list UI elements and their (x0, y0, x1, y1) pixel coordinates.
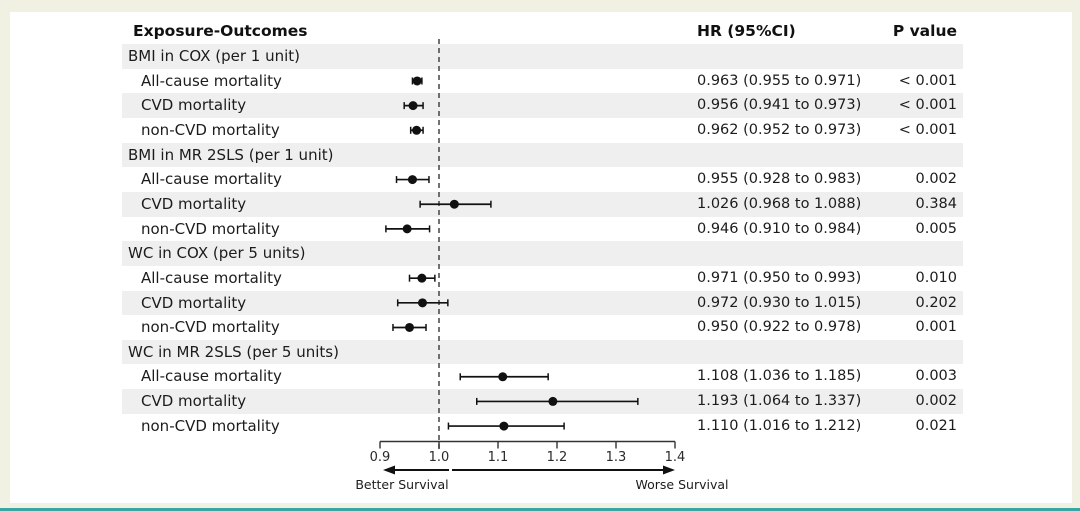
hr-ci-value: 0.963 (0.955 to 0.971) (697, 72, 862, 89)
hr-ci-value: 0.972 (0.930 to 1.015) (697, 294, 862, 311)
row-stripe (122, 191, 963, 217)
point-estimate (548, 396, 558, 406)
outcome-label: All-cause mortality (141, 367, 282, 386)
point-estimate (405, 322, 414, 332)
p-value: 0.003 (915, 368, 957, 385)
p-value: < 0.001 (898, 72, 957, 89)
point-estimate (412, 76, 422, 86)
outcome-label: non-CVD mortality (141, 318, 280, 337)
bottom-accent-bar (0, 508, 1080, 511)
p-value: < 0.001 (898, 97, 957, 114)
row-stripe (122, 241, 963, 266)
hr-ci-value: 0.946 (0.910 to 0.984) (697, 220, 862, 237)
worse-survival-label: Worse Survival (635, 477, 729, 492)
hr-ci-value: 1.108 (1.036 to 1.185) (697, 368, 862, 385)
point-estimate (417, 298, 427, 308)
hr-ci-value: 0.955 (0.928 to 0.983) (697, 171, 862, 188)
row-stripe (122, 44, 963, 69)
group-label: WC in MR 2SLS (per 5 units) (128, 342, 339, 361)
outcome-label: CVD mortality (141, 194, 247, 213)
group-label: BMI in COX (per 1 unit) (128, 47, 300, 65)
point-estimate (449, 199, 459, 209)
p-value: 0.202 (915, 294, 957, 311)
p-value: 0.002 (915, 393, 957, 410)
column-header-p-value: P value (892, 22, 957, 40)
p-value: 0.001 (915, 319, 957, 336)
outcome-label: All-cause mortality (141, 268, 282, 287)
outcome-label: CVD mortality (141, 392, 247, 411)
row-stripe (122, 142, 963, 168)
axis-tick-label: 0.9 (369, 450, 391, 465)
hr-ci-value: 0.962 (0.952 to 0.973) (697, 121, 862, 138)
column-header-hr-ci: HR (95%CI) (697, 22, 796, 40)
hr-ci-value: 1.193 (1.064 to 1.337) (697, 393, 862, 410)
axis-tick-label: 1.3 (605, 450, 627, 465)
outcome-label: non-CVD mortality (141, 219, 280, 238)
point-estimate (498, 372, 508, 382)
outcome-label: CVD mortality (141, 96, 247, 115)
better-survival-label: Better Survival (355, 477, 449, 492)
worse-survival-arrow-head (663, 465, 675, 475)
hr-ci-value: 1.026 (0.968 to 1.088) (697, 195, 862, 212)
point-estimate (408, 101, 418, 111)
axis-tick-label: 1.1 (487, 450, 509, 465)
group-label: BMI in MR 2SLS (per 1 unit) (128, 145, 334, 164)
p-value: 0.010 (915, 269, 957, 286)
p-value: 0.384 (915, 195, 957, 212)
point-estimate (412, 125, 422, 135)
point-estimate (402, 224, 412, 234)
p-value: 0.005 (915, 220, 957, 237)
p-value: 0.002 (915, 171, 957, 188)
hr-ci-value: 1.110 (1.016 to 1.212) (697, 417, 862, 434)
outcome-label: non-CVD mortality (141, 416, 280, 435)
column-header-exposure-outcomes: Exposure-Outcomes (133, 22, 308, 40)
axis-tick-label: 1.2 (546, 450, 568, 465)
point-estimate (499, 421, 509, 431)
hr-ci-value: 0.971 (0.950 to 0.993) (697, 269, 862, 286)
axis-tick-label: 1.4 (664, 450, 686, 465)
row-stripe (122, 290, 963, 316)
outcome-label: non-CVD mortality (141, 120, 280, 139)
point-estimate (417, 273, 427, 283)
outcome-label: All-cause mortality (141, 170, 282, 189)
axis-tick-label: 1.0 (428, 450, 450, 465)
p-value: < 0.001 (898, 121, 957, 138)
better-survival-arrow-head (383, 465, 395, 475)
outcome-label: CVD mortality (141, 293, 247, 312)
row-stripe (122, 339, 963, 365)
hr-ci-value: 0.950 (0.922 to 0.978) (697, 319, 862, 336)
p-value: 0.021 (915, 417, 957, 434)
outcome-label: All-cause mortality (141, 71, 282, 90)
row-stripe (122, 93, 963, 118)
point-estimate (407, 175, 417, 185)
group-label: WC in COX (per 5 units) (128, 244, 306, 263)
hr-ci-value: 0.956 (0.941 to 0.973) (697, 97, 862, 114)
